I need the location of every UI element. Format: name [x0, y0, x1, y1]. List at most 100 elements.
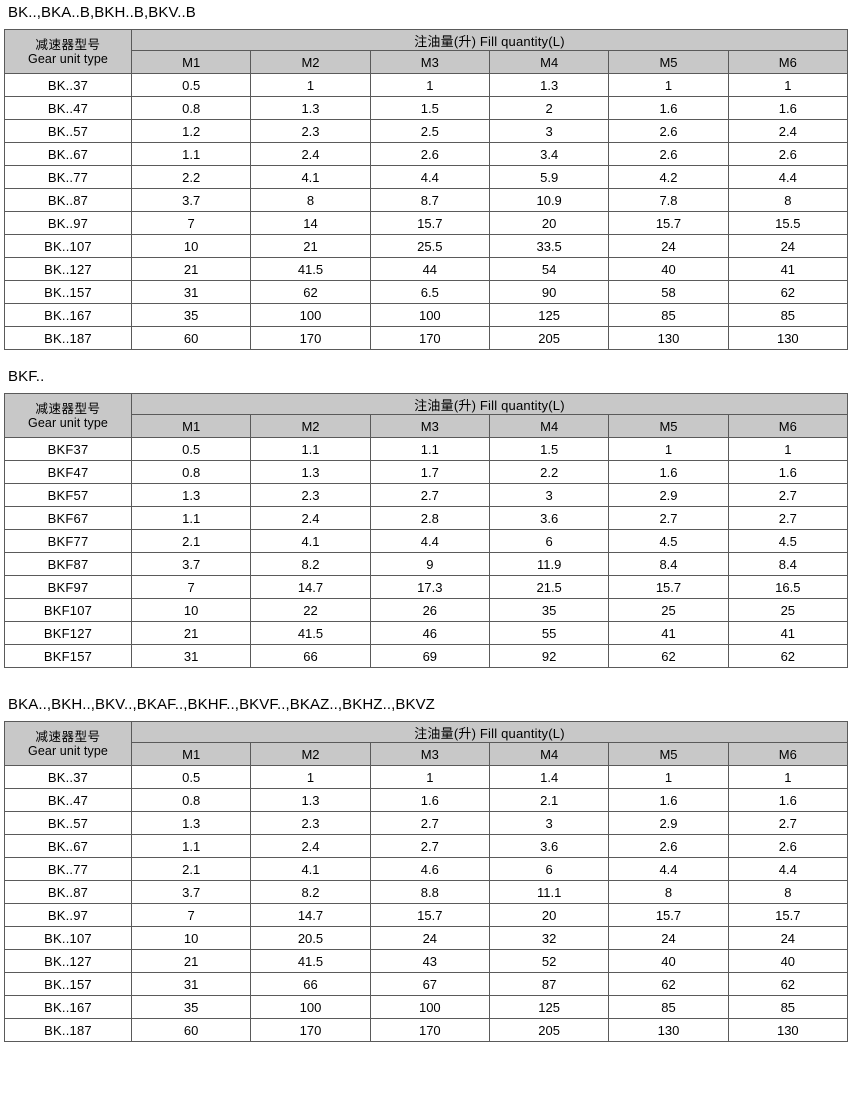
table-row: BK..47 0.8 1.3 1.5 2 1.6 1.6	[4, 96, 849, 120]
cell-m6: 15.5	[727, 211, 849, 235]
cell-m6: 41	[727, 257, 849, 281]
cell-m2: 1	[250, 765, 371, 789]
cell-m1: 60	[130, 1018, 252, 1042]
cell-gear-unit-type: BK..167	[4, 303, 132, 327]
cell-m5: 85	[608, 995, 729, 1019]
header-column-m1: M1	[130, 742, 252, 766]
cell-gear-unit-type: BK..37	[4, 73, 132, 97]
cell-m3: 67	[369, 972, 490, 996]
cell-m1: 3.7	[130, 188, 252, 212]
cell-m3: 8.7	[369, 188, 490, 212]
cell-gear-unit-type: BK..107	[4, 926, 132, 950]
cell-m4: 1.3	[488, 73, 610, 97]
cell-gear-unit-type: BK..47	[4, 788, 132, 812]
cell-m5: 8	[608, 880, 729, 904]
cell-m3: 15.7	[369, 211, 490, 235]
table-row: BK..187 60 170 170 205 130 130	[4, 1018, 849, 1042]
table-row: BKF97 7 14.7 17.3 21.5 15.7 16.5	[4, 575, 849, 599]
header-column-m1: M1	[130, 414, 252, 438]
cell-m4: 87	[488, 972, 610, 996]
cell-m1: 3.7	[130, 880, 252, 904]
cell-m5: 2.6	[608, 119, 729, 143]
cell-m6: 24	[727, 926, 849, 950]
cell-m3: 24	[369, 926, 490, 950]
cell-m3: 17.3	[369, 575, 490, 599]
cell-m1: 31	[130, 644, 252, 668]
header-column-m4: M4	[488, 50, 610, 74]
cell-m4: 92	[488, 644, 610, 668]
cell-m6: 8	[727, 188, 849, 212]
header-column-m2: M2	[250, 50, 371, 74]
cell-m4: 3.6	[488, 506, 610, 530]
cell-m4: 32	[488, 926, 610, 950]
cell-gear-unit-type: BK..157	[4, 280, 132, 304]
cell-m2: 4.1	[250, 857, 371, 881]
cell-m3: 170	[369, 1018, 490, 1042]
cell-m2: 14	[250, 211, 371, 235]
cell-m2: 21	[250, 234, 371, 258]
cell-m3: 15.7	[369, 903, 490, 927]
cell-m3: 1.7	[369, 460, 490, 484]
header-column-m5: M5	[608, 50, 729, 74]
cell-m5: 58	[608, 280, 729, 304]
table-row: BK..57 1.3 2.3 2.7 3 2.9 2.7	[4, 811, 849, 835]
cell-m2: 100	[250, 303, 371, 327]
cell-m1: 7	[130, 575, 252, 599]
table-row: BK..157 31 66 67 87 62 62	[4, 972, 849, 996]
cell-m2: 41.5	[250, 257, 371, 281]
cell-m2: 170	[250, 1018, 371, 1042]
cell-m4: 2.1	[488, 788, 610, 812]
cell-m5: 24	[608, 926, 729, 950]
cell-m3: 4.4	[369, 529, 490, 553]
cell-m4: 90	[488, 280, 610, 304]
table-row: BK..107 10 21 25.5 33.5 24 24	[4, 234, 849, 258]
cell-m4: 21.5	[488, 575, 610, 599]
cell-m5: 2.6	[608, 142, 729, 166]
header-fill-quantity: 注油量(升) Fill quantity(L)	[131, 721, 848, 743]
cell-m1: 0.8	[130, 96, 252, 120]
table-row: BK..187 60 170 170 205 130 130	[4, 326, 849, 350]
cell-m5: 2.7	[608, 506, 729, 530]
table-row: BKF77 2.1 4.1 4.4 6 4.5 4.5	[4, 529, 849, 553]
cell-m2: 20.5	[250, 926, 371, 950]
section-title: BKA..,BKH..,BKV..,BKAF..,BKHF..,BKVF..,B…	[8, 696, 435, 713]
cell-m3: 2.6	[369, 142, 490, 166]
cell-m5: 40	[608, 257, 729, 281]
header-column-m3: M3	[369, 50, 490, 74]
cell-m1: 0.5	[130, 73, 252, 97]
cell-m5: 1.6	[608, 460, 729, 484]
cell-gear-unit-type: BK..97	[4, 903, 132, 927]
cell-m6: 15.7	[727, 903, 849, 927]
cell-m1: 31	[130, 280, 252, 304]
table-row: BK..77 2.2 4.1 4.4 5.9 4.2 4.4	[4, 165, 849, 189]
cell-m6: 2.6	[727, 834, 849, 858]
cell-m1: 0.8	[130, 788, 252, 812]
cell-gear-unit-type: BK..127	[4, 257, 132, 281]
cell-m2: 4.1	[250, 529, 371, 553]
cell-m6: 8	[727, 880, 849, 904]
cell-gear-unit-type: BK..47	[4, 96, 132, 120]
table-row: BK..87 3.7 8 8.7 10.9 7.8 8	[4, 188, 849, 212]
cell-m5: 2.6	[608, 834, 729, 858]
cell-m2: 1.3	[250, 460, 371, 484]
cell-m5: 4.2	[608, 165, 729, 189]
cell-m2: 8.2	[250, 880, 371, 904]
cell-m1: 1.2	[130, 119, 252, 143]
cell-m1: 1.1	[130, 834, 252, 858]
cell-m2: 1.1	[250, 437, 371, 461]
cell-m1: 21	[130, 949, 252, 973]
cell-m4: 11.9	[488, 552, 610, 576]
section-bkf-series: BKF.. 减速器型号 Gear unit type 注油量(升) Fill q…	[0, 368, 852, 668]
cell-m5: 1.6	[608, 788, 729, 812]
table-row: BK..97 7 14 15.7 20 15.7 15.5	[4, 211, 849, 235]
cell-m4: 125	[488, 303, 610, 327]
cell-m4: 125	[488, 995, 610, 1019]
cell-m4: 205	[488, 1018, 610, 1042]
cell-m1: 35	[130, 303, 252, 327]
cell-m2: 41.5	[250, 621, 371, 645]
cell-m4: 205	[488, 326, 610, 350]
cell-m2: 62	[250, 280, 371, 304]
cell-m5: 8.4	[608, 552, 729, 576]
cell-gear-unit-type: BK..127	[4, 949, 132, 973]
header-column-m5: M5	[608, 742, 729, 766]
